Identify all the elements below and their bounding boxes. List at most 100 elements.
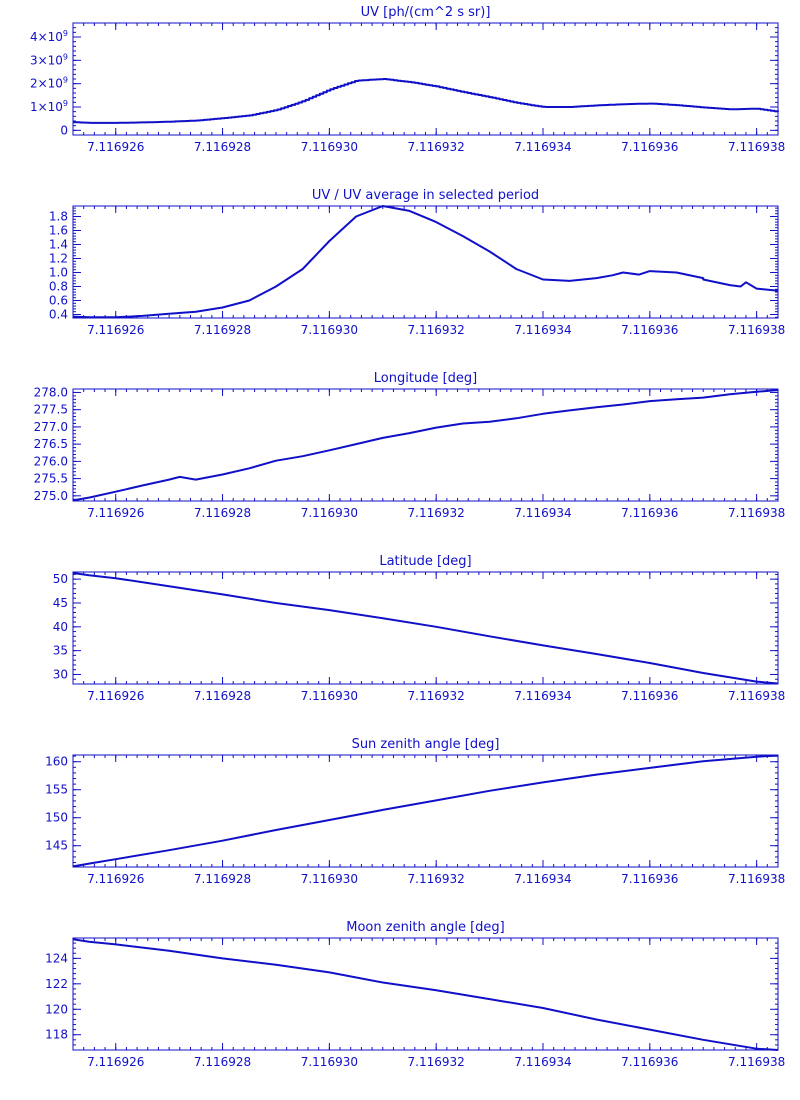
y-tick-base: 0.6 <box>49 294 68 308</box>
y-tick-base: 3×10 <box>30 53 63 67</box>
y-tick-base: 1×10 <box>30 100 63 114</box>
chart-panel-3: Longitude [deg] 7.116926 7.116928 7.116930 7… <box>34 371 786 520</box>
y-tick-label: 155 <box>45 783 68 797</box>
x-tick-label: 7.116926 <box>87 872 144 886</box>
y-tick-label: 0 <box>60 123 68 137</box>
series-line <box>72 938 779 1051</box>
y-tick-base: 276.0 <box>34 454 68 468</box>
x-tick-label: 7.116930 <box>301 1055 358 1069</box>
y-tick-base: 155 <box>45 783 68 797</box>
y-tick-label: 277.5 <box>34 403 68 417</box>
y-tick-label: 160 <box>45 755 68 769</box>
x-tick-label: 7.116926 <box>87 506 144 520</box>
y-tick-label: 1.0 <box>49 266 68 280</box>
x-tick-label: 7.116934 <box>514 140 571 154</box>
y-tick-label: 277.0 <box>34 420 68 434</box>
y-tick-label: 124 <box>45 951 68 965</box>
y-tick-base: 45 <box>53 596 68 610</box>
series-line <box>73 78 779 124</box>
x-tick-label: 7.116936 <box>621 323 678 337</box>
y-tick-base: 40 <box>53 620 68 634</box>
x-tick-label: 7.116938 <box>728 1055 785 1069</box>
y-tick-base: 1.0 <box>49 266 68 280</box>
y-tick-base: 1.8 <box>49 210 68 224</box>
x-tick-label: 7.116930 <box>301 140 358 154</box>
plot-frame <box>72 388 779 502</box>
chart-title: Moon zenith angle [deg] <box>346 920 504 935</box>
y-tick-base: 0.8 <box>49 280 68 294</box>
y-tick-label: 2×109 <box>30 76 68 91</box>
y-tick-label: 1.4 <box>49 238 68 252</box>
series-line <box>72 754 779 868</box>
y-tick-label: 40 <box>53 620 68 634</box>
x-tick-label: 7.116926 <box>87 323 144 337</box>
y-tick-label: 145 <box>45 839 68 853</box>
x-tick-label: 7.116930 <box>301 689 358 703</box>
y-tick-label: 45 <box>53 596 68 610</box>
series-line <box>72 389 779 502</box>
x-tick-label: 7.116926 <box>87 140 144 154</box>
y-tick-base: 50 <box>53 572 68 586</box>
x-tick-label: 7.116938 <box>728 872 785 886</box>
y-tick-label: 50 <box>53 572 68 586</box>
y-tick-base: 275.5 <box>34 472 68 486</box>
x-tick-label: 7.116936 <box>621 140 678 154</box>
y-tick-exponent: 9 <box>63 29 68 38</box>
series-line <box>72 205 779 319</box>
x-tick-label: 7.116932 <box>408 1055 465 1069</box>
x-tick-label: 7.116928 <box>194 689 251 703</box>
y-tick-base: 0.4 <box>49 308 68 322</box>
x-tick-label: 7.116926 <box>87 689 144 703</box>
y-tick-label: 150 <box>45 811 68 825</box>
y-tick-base: 122 <box>45 977 68 991</box>
y-tick-label: 122 <box>45 977 68 991</box>
y-tick-base: 1.4 <box>49 238 68 252</box>
y-tick-base: 160 <box>45 755 68 769</box>
y-tick-label: 276.0 <box>34 454 68 468</box>
y-tick-label: 0.4 <box>49 308 68 322</box>
y-tick-base: 275.0 <box>34 489 68 503</box>
x-tick-label: 7.116932 <box>408 872 465 886</box>
x-tick-label: 7.116928 <box>194 872 251 886</box>
x-tick-label: 7.116934 <box>514 689 571 703</box>
y-tick-base: 1.2 <box>49 252 68 266</box>
y-tick-label: 1.6 <box>49 224 68 238</box>
y-tick-label: 278.0 <box>34 385 68 399</box>
plot-frame <box>72 205 779 319</box>
y-tick-base: 276.5 <box>34 437 68 451</box>
x-tick-label: 7.116928 <box>194 1055 251 1069</box>
x-tick-label: 7.116938 <box>728 689 785 703</box>
y-tick-label: 1.8 <box>49 210 68 224</box>
y-tick-label: 30 <box>53 667 68 681</box>
y-tick-label: 35 <box>53 644 68 658</box>
chart-title: UV [ph/(cm^2 s sr)] <box>361 5 491 20</box>
x-tick-label: 7.116928 <box>194 506 251 520</box>
y-tick-exponent: 9 <box>63 76 68 85</box>
y-tick-base: 35 <box>53 644 68 658</box>
chart-panel-4: Latitude [deg] 7.116926 7.116928 7.116930 7.… <box>53 554 786 703</box>
y-tick-base: 120 <box>45 1002 68 1016</box>
y-tick-exponent: 9 <box>63 52 68 61</box>
x-tick-label: 7.116930 <box>301 506 358 520</box>
y-tick-label: 120 <box>45 1002 68 1016</box>
y-tick-base: 277.0 <box>34 420 68 434</box>
y-tick-base: 4×10 <box>30 30 63 44</box>
y-tick-base: 1.6 <box>49 224 68 238</box>
y-tick-label: 118 <box>45 1028 68 1042</box>
x-tick-label: 7.116932 <box>408 689 465 703</box>
y-tick-label: 1.2 <box>49 252 68 266</box>
y-tick-label: 0.8 <box>49 280 68 294</box>
x-tick-label: 7.116938 <box>728 323 785 337</box>
x-tick-label: 7.116932 <box>408 323 465 337</box>
chart-panel-2: UV / UV average in selected period 7.1169… <box>49 188 785 337</box>
x-tick-label: 7.116932 <box>408 506 465 520</box>
x-tick-label: 7.116928 <box>194 323 251 337</box>
x-tick-label: 7.116930 <box>301 323 358 337</box>
chart-panel-1: UV [ph/(cm^2 s sr)] 7.116926 7.116928 7.116… <box>30 5 785 154</box>
x-tick-label: 7.116936 <box>621 506 678 520</box>
x-tick-label: 7.116936 <box>621 872 678 886</box>
x-tick-label: 7.116938 <box>728 506 785 520</box>
y-tick-label: 3×109 <box>30 52 68 67</box>
y-tick-base: 124 <box>45 951 68 965</box>
y-tick-base: 278.0 <box>34 385 68 399</box>
